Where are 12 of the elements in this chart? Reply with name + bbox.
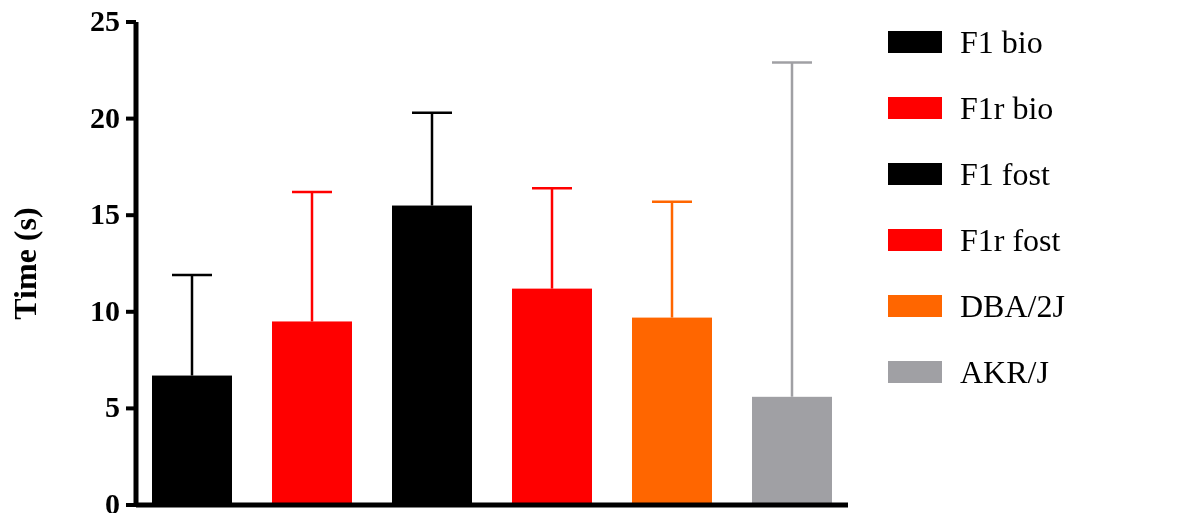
legend-label: F1 bio (960, 23, 1043, 61)
y-axis-title: Time (s) (7, 207, 43, 320)
legend-label: AKR/J (960, 353, 1049, 391)
y-tick-label: 5 (105, 390, 120, 424)
y-tick-label: 20 (90, 100, 120, 134)
legend-label: DBA/2J (960, 287, 1065, 325)
legend-label: F1r fost (960, 221, 1061, 259)
y-tick-label: 10 (90, 293, 120, 327)
y-tick-label: 25 (90, 4, 120, 37)
legend-label: F1r bio (960, 89, 1054, 127)
y-tick-label: 15 (90, 197, 120, 231)
legend-label: F1 fost (960, 155, 1050, 193)
